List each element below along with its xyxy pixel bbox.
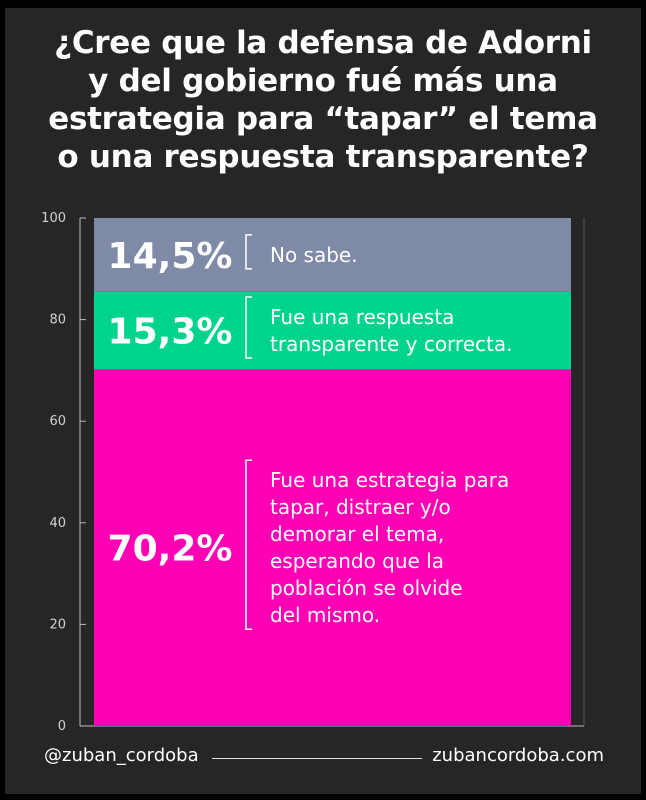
y-tick-label: 20 (49, 617, 66, 632)
segment-label: del mismo. (270, 603, 380, 627)
segment-label: Fue una estrategia para (270, 468, 509, 492)
label-bracket (245, 459, 252, 630)
label-bracket (245, 234, 252, 270)
segment-label: No sabe. (270, 243, 358, 267)
segment-label: Fue una respuesta (270, 305, 454, 329)
y-tick-label: 60 (49, 414, 66, 429)
footer-website: zubancordoba.com (432, 745, 604, 766)
segment-percentage: 70,2% (108, 529, 233, 570)
bar-segment (94, 369, 571, 726)
segment-label: esperando que la (270, 549, 444, 573)
bar-segment (94, 218, 571, 292)
label-bracket (245, 296, 252, 359)
footer-divider (212, 758, 422, 759)
title-line: estrategia para “tapar” el tema (48, 101, 598, 137)
segment-percentage: 14,5% (108, 236, 233, 277)
segment-label: transparente y correcta. (270, 332, 512, 356)
segment-label: tapar, distraer y/o (270, 495, 451, 519)
title-line: y del gobierno fué más una (88, 63, 558, 99)
title-line: o una respuesta transparente? (57, 139, 589, 175)
segment-label: población se olvide (270, 576, 463, 600)
footer-handle: @zuban_cordoba (44, 745, 199, 766)
y-tick-label: 80 (49, 313, 66, 328)
segment-percentage: 15,3% (108, 312, 233, 353)
bar-segment (94, 291, 571, 370)
segment-label: demorar el tema, (270, 522, 444, 546)
y-tick-label: 100 (41, 211, 66, 226)
chart-title: ¿Cree que la defensa de Adorni y del gob… (0, 24, 646, 176)
y-tick-label: 40 (49, 516, 66, 531)
y-tick-label: 0 (58, 719, 66, 734)
title-line: ¿Cree que la defensa de Adorni (54, 25, 592, 61)
